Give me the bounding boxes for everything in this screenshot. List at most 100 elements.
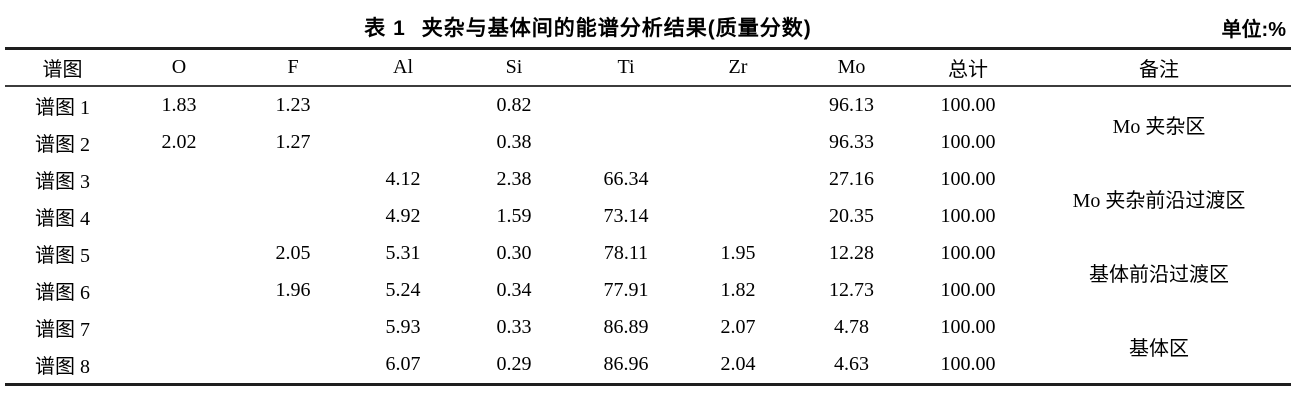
column-header-al: Al <box>348 48 458 87</box>
unit-label: 单位:% <box>1221 19 1286 41</box>
table-cell <box>120 235 238 272</box>
table-cell: 1.23 <box>275 94 311 116</box>
table-cell <box>570 124 682 161</box>
table-title-text: 夹杂与基体间的能谱分析结果(质量分数) <box>421 17 812 40</box>
table-cell <box>682 198 794 235</box>
table-cell <box>120 161 238 198</box>
table-cell: 100.00 <box>940 168 996 190</box>
table-cell: 0.34 <box>496 279 532 301</box>
table-row: 谱图 3 4.12 2.38 66.34 27.16 100.00 Mo 夹杂前… <box>5 161 1291 212</box>
column-header-zr: Zr <box>682 48 794 87</box>
table-cell: 100.00 <box>940 316 996 338</box>
table-cell: 100.00 <box>940 242 996 264</box>
table-cell <box>120 272 238 309</box>
table-cell <box>348 124 458 161</box>
remark-cell: Mo 夹杂区 <box>1112 115 1206 138</box>
column-header-remark: 备注 <box>1027 48 1291 87</box>
table-cell: 0.29 <box>496 353 532 375</box>
table-cell: 0.82 <box>496 94 532 116</box>
table-cell: 100.00 <box>940 279 996 301</box>
table-row: 谱图 2 2.02 1.27 0.38 96.33 100.00 <box>5 124 1291 161</box>
table-cell: 0.33 <box>496 316 532 338</box>
table-number-label: 表 1 <box>364 17 406 40</box>
table-cell <box>238 198 348 235</box>
table-cell: 2.07 <box>720 316 756 338</box>
table-cell: 2.02 <box>161 131 197 153</box>
table-cell <box>120 309 238 346</box>
remark-cell: Mo 夹杂前沿过渡区 <box>1072 189 1246 212</box>
remark-cell: 基体区 <box>1129 337 1189 360</box>
table-cell: 96.13 <box>829 94 874 116</box>
table-caption-row: 表 1 夹杂与基体间的能谱分析结果(质量分数) 单位:% <box>0 9 1296 42</box>
table-cell: 66.34 <box>603 168 649 190</box>
table-cell <box>120 346 238 385</box>
column-header-ti: Ti <box>570 48 682 87</box>
table-row: 谱图 6 1.96 5.24 0.34 77.91 1.82 12.73 100… <box>5 272 1291 309</box>
column-header-o: O <box>120 48 238 87</box>
table-row: 谱图 4 4.92 1.59 73.14 20.35 100.00 <box>5 198 1291 235</box>
table-cell: 86.89 <box>603 316 649 338</box>
row-label: 谱图 4 <box>35 208 90 230</box>
table-cell <box>570 86 682 124</box>
table-cell <box>682 124 794 161</box>
row-label: 谱图 3 <box>35 171 90 193</box>
row-label: 谱图 5 <box>35 245 90 267</box>
column-header-total: 总计 <box>909 48 1027 87</box>
table-cell: 100.00 <box>940 205 996 227</box>
column-header-spectrum: 谱图 <box>5 48 120 87</box>
row-label: 谱图 6 <box>35 282 90 304</box>
table-cell <box>682 161 794 198</box>
table-cell <box>348 86 458 124</box>
table-row: 谱图 5 2.05 5.31 0.30 78.11 1.95 12.28 100… <box>5 235 1291 286</box>
table-cell: 100.00 <box>940 131 996 153</box>
table-row: 谱图 8 6.07 0.29 86.96 2.04 4.63 100.00 <box>5 346 1291 385</box>
table-cell <box>238 346 348 385</box>
table-cell: 4.92 <box>385 205 421 227</box>
remark-cell: 基体前沿过渡区 <box>1089 263 1229 286</box>
row-label: 谱图 8 <box>35 356 90 378</box>
table-cell: 4.12 <box>385 168 421 190</box>
table-cell: 77.91 <box>603 279 649 301</box>
table-cell: 5.24 <box>385 279 421 301</box>
table-cell: 86.96 <box>603 353 649 375</box>
table-cell <box>682 86 794 124</box>
table-cell: 2.05 <box>275 242 311 264</box>
column-header-mo: Mo <box>794 48 909 87</box>
header-row: 谱图 O F Al Si Ti Zr Mo 总计 备注 <box>5 48 1291 87</box>
row-label: 谱图 2 <box>35 134 90 156</box>
row-label: 谱图 1 <box>35 97 90 119</box>
table-cell: 100.00 <box>940 94 996 116</box>
column-header-si: Si <box>458 48 570 87</box>
table-cell: 1.83 <box>161 94 197 116</box>
table-cell: 78.11 <box>603 242 649 264</box>
table-cell <box>238 161 348 198</box>
table-cell: 96.33 <box>829 131 874 153</box>
row-label: 谱图 7 <box>35 319 90 341</box>
table-cell <box>120 198 238 235</box>
table-cell: 1.96 <box>275 279 311 301</box>
table-cell: 2.38 <box>496 168 532 190</box>
table-cell: 73.14 <box>603 205 649 227</box>
table-row: 谱图 1 1.83 1.23 0.82 96.13 100.00 Mo 夹杂区 <box>5 86 1291 138</box>
table-cell: 5.93 <box>385 316 421 338</box>
table-cell: 100.00 <box>940 353 996 375</box>
table-cell: 1.82 <box>720 279 756 301</box>
table-cell: 2.04 <box>720 353 756 375</box>
table-cell: 12.28 <box>829 242 874 264</box>
table-cell: 27.16 <box>829 168 874 190</box>
table-cell: 12.73 <box>829 279 874 301</box>
table-cell: 20.35 <box>829 205 874 227</box>
column-header-f: F <box>238 48 348 87</box>
table-cell: 4.78 <box>834 316 869 338</box>
table-cell <box>238 309 348 346</box>
table-cell: 0.38 <box>496 131 532 153</box>
table-title: 表 1 夹杂与基体间的能谱分析结果(质量分数) <box>10 12 1166 42</box>
table-cell: 1.95 <box>720 242 756 264</box>
table-cell: 5.31 <box>385 242 421 264</box>
table-cell: 0.30 <box>496 242 532 264</box>
eds-results-table: 谱图 O F Al Si Ti Zr Mo 总计 备注 谱图 1 1.83 1.… <box>5 47 1291 386</box>
table-cell: 6.07 <box>385 353 421 375</box>
table-cell: 4.63 <box>834 353 869 375</box>
table-cell: 1.27 <box>275 131 311 153</box>
